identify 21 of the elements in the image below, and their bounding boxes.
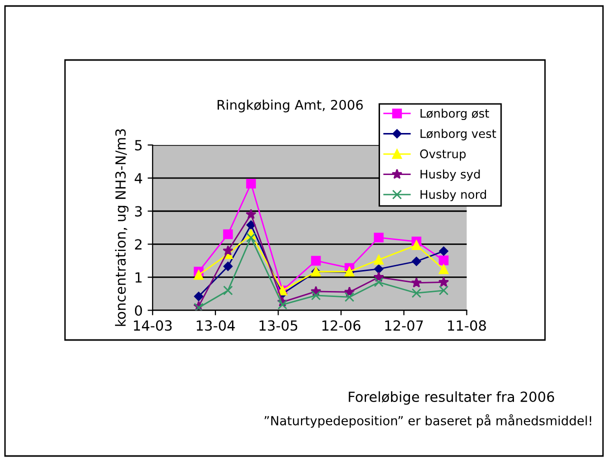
x-tick-label: 14-03 [134, 320, 172, 331]
y-tick-label: 4 [134, 173, 142, 184]
x-tick-label: 13-04 [196, 320, 235, 331]
x-tick-label: 13-05 [260, 320, 298, 331]
y-tick-label: 5 [135, 140, 142, 150]
legend-label: Lønborg øst [420, 108, 490, 120]
text: Foreløbige resultater fra 2006 [348, 391, 554, 405]
y-tick-label: 3 [135, 206, 142, 217]
y-axis-title: koncentration, ug NH3-N/m3 [115, 129, 128, 326]
y-tick-label: 2 [135, 239, 142, 250]
text: ”Naturtypedeposition” er baseret på månedsmiddel! [264, 414, 592, 428]
y-tick-label: 0 [134, 305, 142, 316]
legend-label: Lønborg vest [420, 128, 496, 140]
chart-title: Ringkøbing Amt, 2006 [218, 100, 363, 112]
y-tick-label: 1 [136, 272, 142, 283]
legend-label: Ovstrup [420, 149, 466, 161]
x-tick-label: 12-06 [322, 320, 360, 331]
legend-label: Husby nord [420, 190, 486, 202]
legend-label: Husby syd [420, 169, 480, 181]
x-tick-label: 11-08 [448, 320, 486, 331]
x-tick-label: 12-07 [385, 320, 423, 331]
